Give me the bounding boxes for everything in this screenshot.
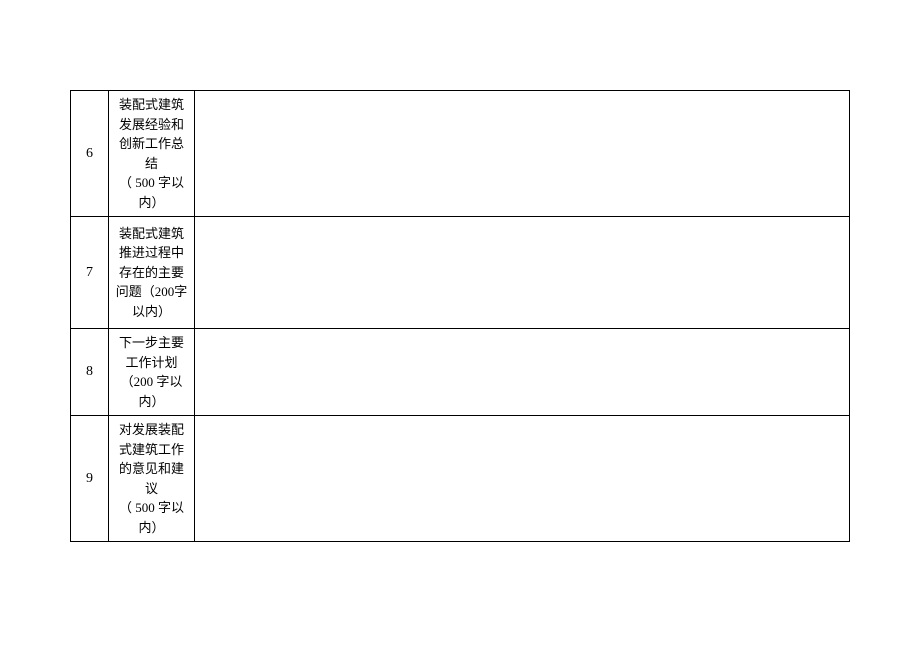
row-content (195, 416, 850, 542)
form-table: 6 装配式建筑发展经验和创新工作总结（ 500 字以内） 7 装配式建筑推进过程… (70, 90, 850, 542)
table-row: 8 下一步主要工作计划（200 字以内） (71, 329, 850, 416)
row-label: 对发展装配式建筑工作的意见和建议（ 500 字以内） (109, 416, 195, 542)
row-label: 装配式建筑推进过程中存在的主要问题（200字以内） (109, 217, 195, 329)
row-content (195, 217, 850, 329)
row-number: 8 (71, 329, 109, 416)
row-number: 6 (71, 91, 109, 217)
row-number: 7 (71, 217, 109, 329)
table-row: 6 装配式建筑发展经验和创新工作总结（ 500 字以内） (71, 91, 850, 217)
row-label: 下一步主要工作计划（200 字以内） (109, 329, 195, 416)
table-row: 9 对发展装配式建筑工作的意见和建议（ 500 字以内） (71, 416, 850, 542)
table-row: 7 装配式建筑推进过程中存在的主要问题（200字以内） (71, 217, 850, 329)
row-label: 装配式建筑发展经验和创新工作总结（ 500 字以内） (109, 91, 195, 217)
row-content (195, 91, 850, 217)
row-number: 9 (71, 416, 109, 542)
row-content (195, 329, 850, 416)
